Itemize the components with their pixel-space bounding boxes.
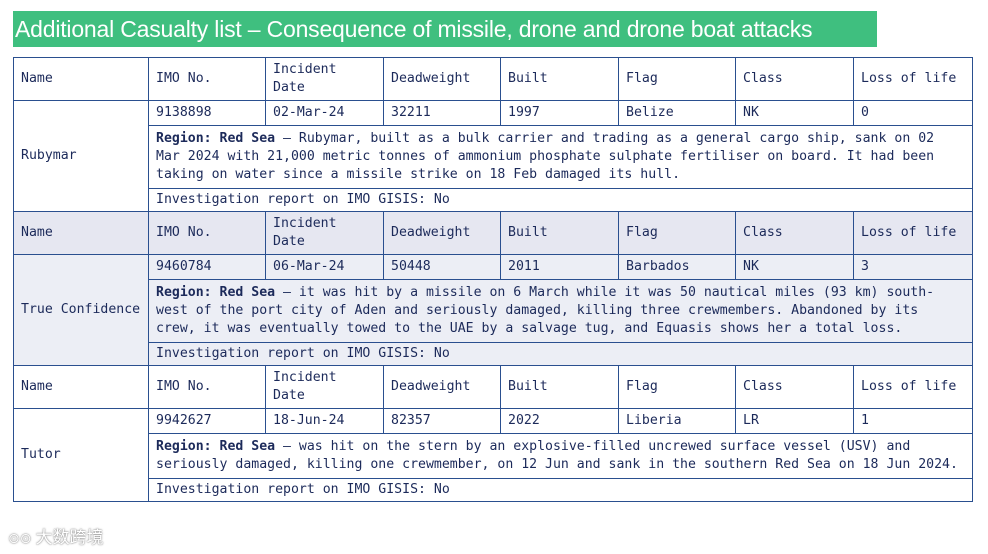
header-deadweight: Deadweight [383, 57, 501, 101]
header-built: Built [500, 365, 619, 409]
header-imo: IMO No. [148, 365, 266, 409]
deadweight-value: 32211 [383, 100, 501, 126]
class-value: LR [735, 408, 854, 434]
header-class: Class [735, 57, 854, 101]
header-class: Class [735, 365, 854, 409]
incident-description: Region: Red Sea – it was hit by a missil… [148, 279, 973, 343]
header-flag: Flag [618, 211, 736, 255]
vessel-name: Tutor [13, 408, 149, 502]
loss-of-life-value: 0 [853, 100, 973, 126]
table-row: Tutor 9942627 18-Jun-24 82357 2022 Liber… [13, 408, 973, 502]
flag-value: Liberia [618, 408, 736, 434]
flag-value: Belize [618, 100, 736, 126]
incident-date-value: 18-Jun-24 [265, 408, 384, 434]
header-loss-of-life: Loss of life [853, 211, 973, 255]
imo-value: 9942627 [148, 408, 266, 434]
built-value: 2011 [500, 254, 619, 280]
header-loss-of-life: Loss of life [853, 57, 973, 101]
region-label: Region: Red Sea [156, 439, 276, 454]
casualty-table: Name IMO No. Incident Date Deadweight Bu… [13, 57, 973, 502]
table-header-row: Name IMO No. Incident Date Deadweight Bu… [13, 57, 973, 101]
loss-of-life-value: 3 [853, 254, 973, 280]
watermark-text: 大数跨境 [35, 528, 104, 548]
deadweight-value: 50448 [383, 254, 501, 280]
incident-date-value: 06-Mar-24 [265, 254, 384, 280]
page-title: Additional Casualty list – Consequence o… [13, 11, 877, 47]
header-built: Built [500, 211, 619, 255]
class-value: NK [735, 100, 854, 126]
header-flag: Flag [618, 57, 736, 101]
class-value: NK [735, 254, 854, 280]
investigation-report: Investigation report on IMO GISIS: No [148, 342, 973, 366]
header-class: Class [735, 211, 854, 255]
table-header-row: Name IMO No. Incident Date Deadweight Bu… [13, 211, 973, 255]
incident-description: Region: Red Sea – Rubymar, built as a bu… [148, 125, 973, 189]
built-value: 1997 [500, 100, 619, 126]
header-imo: IMO No. [148, 211, 266, 255]
investigation-row: Investigation report on IMO GISIS: No [14, 478, 973, 502]
header-incident-date: Incident Date [265, 57, 384, 101]
region-label: Region: Red Sea [156, 285, 276, 300]
table-row: True Confidence 9460784 06-Mar-24 50448 … [13, 254, 973, 366]
investigation-report: Investigation report on IMO GISIS: No [148, 478, 973, 502]
header-built: Built [500, 57, 619, 101]
vessel-name: True Confidence [13, 254, 149, 366]
region-label: Region: Red Sea [156, 131, 276, 146]
loss-of-life-value: 1 [853, 408, 973, 434]
built-value: 2022 [500, 408, 619, 434]
imo-value: 9138898 [148, 100, 266, 126]
header-incident-date: Incident Date [265, 211, 384, 255]
header-deadweight: Deadweight [383, 365, 501, 409]
table-row: Rubymar 9138898 02-Mar-24 32211 1997 Bel… [13, 100, 973, 212]
header-deadweight: Deadweight [383, 211, 501, 255]
imo-value: 9460784 [148, 254, 266, 280]
description-text: – was hit on the stern by an explosive-f… [156, 439, 958, 472]
watermark: ⊙⊙ 大数跨境 [8, 523, 103, 548]
description-row: Region: Red Sea – Rubymar, built as a bu… [14, 125, 973, 189]
header-name: Name [13, 365, 149, 409]
investigation-row: Investigation report on IMO GISIS: No [14, 188, 973, 212]
description-text: – it was hit by a missile on 6 March whi… [156, 285, 935, 336]
incident-date-value: 02-Mar-24 [265, 100, 384, 126]
deadweight-value: 82357 [383, 408, 501, 434]
header-name: Name [13, 211, 149, 255]
investigation-row: Investigation report on IMO GISIS: No [14, 342, 973, 366]
header-imo: IMO No. [148, 57, 266, 101]
header-incident-date: Incident Date [265, 365, 384, 409]
description-row: Region: Red Sea – was hit on the stern b… [14, 433, 973, 479]
investigation-report: Investigation report on IMO GISIS: No [148, 188, 973, 212]
flag-value: Barbados [618, 254, 736, 280]
watermark-logo-icon: ⊙⊙ [8, 531, 32, 547]
header-name: Name [13, 57, 149, 101]
incident-description: Region: Red Sea – was hit on the stern b… [148, 433, 973, 479]
description-text: – Rubymar, built as a bulk carrier and t… [156, 131, 935, 182]
description-row: Region: Red Sea – it was hit by a missil… [14, 279, 973, 343]
header-loss-of-life: Loss of life [853, 365, 973, 409]
header-flag: Flag [618, 365, 736, 409]
table-header-row: Name IMO No. Incident Date Deadweight Bu… [13, 365, 973, 409]
vessel-name: Rubymar [13, 100, 149, 212]
